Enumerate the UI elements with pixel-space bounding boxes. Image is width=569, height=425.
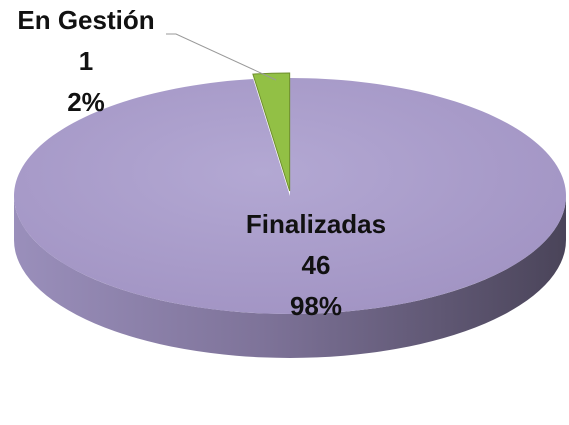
- percent-label: 98%: [290, 291, 342, 321]
- leader-line: [166, 33, 277, 81]
- value-label: 46: [302, 250, 331, 280]
- pie-slice: [252, 72, 291, 192]
- category-label: Finalizadas: [246, 209, 386, 239]
- pie-slice: [13, 78, 566, 314]
- pie-side: [14, 196, 566, 358]
- labels: Finalizadas 46 98% En Gestión 1 2%: [17, 5, 386, 321]
- category-label: En Gestión: [17, 5, 154, 35]
- percent-label: 2%: [67, 87, 105, 117]
- value-label: 1: [79, 46, 93, 76]
- pie: [13, 72, 566, 358]
